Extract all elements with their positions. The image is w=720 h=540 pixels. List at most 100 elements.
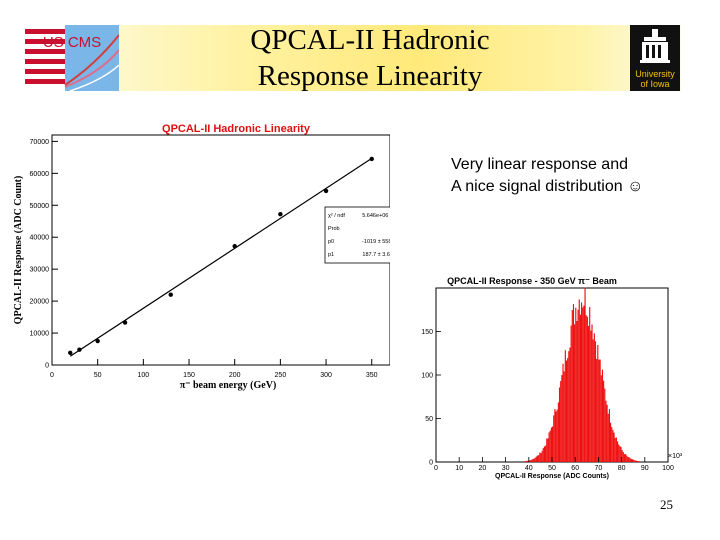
- histogram-bin: [615, 437, 617, 462]
- title-line-2: Response Linearity: [257, 60, 483, 92]
- histogram-bin: [532, 459, 534, 462]
- histogram-bin: [582, 307, 584, 462]
- histogram-bin: [614, 437, 616, 462]
- histogram-bin: [633, 459, 635, 462]
- histogram-bin: [567, 358, 569, 462]
- histogram-bin: [581, 302, 583, 462]
- histogram-bin: [578, 299, 580, 462]
- histogram-bin: [572, 304, 575, 462]
- histogram-bin: [635, 460, 637, 462]
- histogram-bin: [603, 380, 605, 462]
- old-capitol-icon: [640, 29, 670, 63]
- histogram-bin: [525, 461, 527, 462]
- histogram-bin: [564, 350, 566, 462]
- histogram-bin: [584, 287, 586, 462]
- histogram-bin: [597, 344, 599, 462]
- histogram-bin: [557, 402, 559, 462]
- uscms-logo-text: US CMS: [43, 34, 101, 51]
- linearity-data-point: [68, 350, 73, 356]
- linearity-y-tick-label: 0: [45, 363, 49, 370]
- histogram-bin: [587, 325, 590, 462]
- histogram-bin: [528, 460, 530, 462]
- histogram-x-tick-label: 20: [479, 465, 487, 472]
- histogram-bin: [568, 351, 570, 462]
- histogram-bin: [592, 339, 594, 462]
- linearity-x-tick-label: 200: [229, 372, 241, 379]
- histogram-bin: [630, 459, 633, 462]
- histogram-bin: [611, 427, 613, 462]
- histogram-bin: [599, 359, 601, 462]
- linearity-stats-frame: [324, 206, 390, 264]
- histogram-bin: [591, 324, 593, 462]
- linearity-data-point: [168, 292, 173, 297]
- histogram-bin: [620, 447, 622, 462]
- histogram-bin: [616, 441, 619, 462]
- histogram-bin: [626, 455, 628, 462]
- histogram-x-tick-label: 30: [502, 465, 510, 472]
- histogram-bin: [561, 375, 563, 462]
- linearity-x-tick-label: 300: [320, 372, 332, 379]
- linearity-axis-ticks: 0 50 100 150 200 250 300 350 0 10000 20000 30000 400…: [30, 139, 378, 379]
- histogram-x-tick-label: 0: [434, 465, 438, 472]
- linearity-data-point: [278, 212, 283, 217]
- histogram-x-tick-label: 40: [525, 465, 533, 472]
- linearity-x-tick-label: 50: [94, 372, 102, 379]
- linearity-y-tick-label: 60000: [30, 171, 50, 178]
- histogram-bin: [550, 427, 552, 462]
- linearity-stats-value: 187.7 ± 3.623: [362, 252, 390, 258]
- histogram-bin: [627, 456, 629, 462]
- histogram-x-tick-label: 100: [662, 465, 674, 472]
- histogram-bin: [547, 438, 549, 462]
- linearity-data-point: [323, 188, 329, 194]
- header-band: [25, 25, 681, 91]
- histogram-bin: [607, 413, 609, 462]
- histogram-bin: [590, 330, 592, 462]
- histogram-bin: [632, 459, 634, 462]
- histogram-bin: [586, 316, 588, 462]
- histogram-bin: [571, 310, 573, 462]
- histogram-bin: [548, 432, 550, 462]
- linearity-chart: QPCAL-II Hadronic Linearity 0 50 100 150 200…: [13, 123, 390, 391]
- histogram-x-tick-label: 90: [641, 465, 649, 472]
- histogram-bin: [604, 388, 606, 462]
- histogram-x-tick-label: 50: [548, 465, 556, 472]
- linearity-x-tick-label: 150: [183, 372, 195, 379]
- uscms-logo: US CMS: [25, 25, 119, 91]
- linearity-data-point: [95, 338, 100, 344]
- histogram-bars: [524, 287, 641, 462]
- histogram-bin: [619, 446, 621, 462]
- linearity-y-tick-label: 70000: [30, 139, 50, 146]
- linearity-stats-label: Prob: [328, 226, 340, 232]
- histogram-bin: [541, 450, 543, 462]
- linearity-y-tick-label: 20000: [30, 299, 50, 306]
- histogram-y-tick-label: 100: [421, 373, 433, 380]
- linearity-data-point: [369, 156, 374, 162]
- histogram-bin: [560, 381, 562, 462]
- linearity-stats-value: 5.646e+06 / 7: [362, 213, 390, 219]
- histogram-bin: [542, 448, 544, 462]
- histogram-bin: [612, 429, 614, 462]
- histogram-bin: [623, 454, 626, 462]
- note-line-1: Very linear response and: [451, 156, 628, 173]
- linearity-y-tick-label: 10000: [30, 331, 50, 338]
- histogram-x-multiplier: ×10³: [668, 453, 683, 460]
- histogram-bin: [531, 459, 533, 462]
- histogram-bin: [558, 387, 561, 462]
- linearity-x-tick-label: 250: [275, 372, 287, 379]
- histogram-bin: [606, 404, 608, 462]
- histogram-bin: [549, 430, 551, 462]
- histogram-x-tick-label: 10: [455, 465, 463, 472]
- linearity-x-tick-label: 0: [50, 372, 54, 379]
- histogram-bin: [576, 320, 578, 462]
- histogram-bin: [540, 453, 542, 462]
- linearity-fit-line: [69, 157, 373, 357]
- histogram-bin: [629, 458, 631, 462]
- linearity-chart-title: QPCAL-II Hadronic Linearity: [162, 123, 311, 135]
- histogram-bin: [569, 347, 571, 462]
- histogram-bin: [605, 400, 607, 462]
- histogram-bin: [593, 333, 595, 462]
- histogram-bin: [622, 452, 624, 462]
- histogram-bin: [553, 415, 555, 462]
- histogram-chart: QPCAL-II Response - 350 GeV π⁻ Beam 0 10 2…: [421, 276, 683, 480]
